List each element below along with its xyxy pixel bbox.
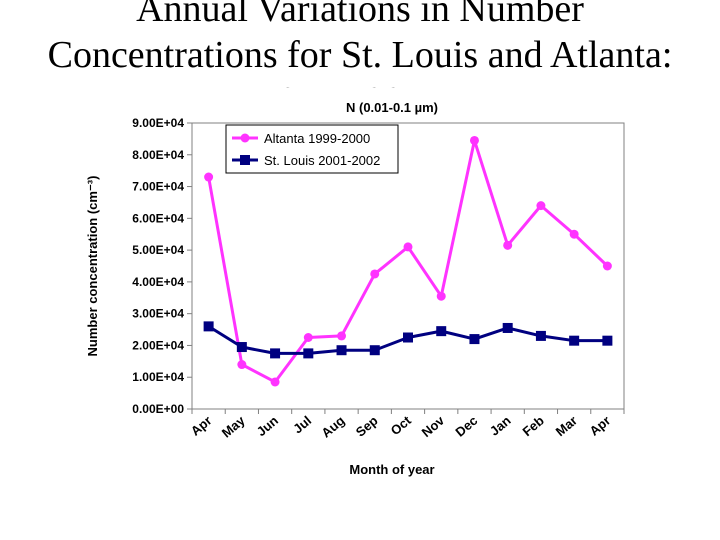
plot-area (191, 122, 625, 410)
chart: N (0.01-0.1 µm) Month of year Number con… (80, 88, 652, 484)
legend-label: St. Louis 2001-2002 (264, 153, 380, 168)
data-point (569, 335, 580, 346)
legend-marker (240, 155, 250, 165)
data-point (369, 345, 380, 356)
slide-title-line-2: Concentrations for St. Louis and Atlanta… (47, 34, 673, 76)
data-point (535, 330, 546, 341)
data-point (237, 360, 247, 370)
data-point (436, 291, 446, 301)
data-point (336, 345, 347, 356)
y-tick-label: 9.00E+04 (132, 116, 184, 130)
legend-marker (240, 133, 250, 143)
legend-label: Altanta 1999-2000 (264, 131, 370, 146)
y-tick-label: 7.00E+04 (132, 180, 184, 194)
data-point (270, 377, 280, 387)
data-point (469, 135, 479, 145)
y-tick-label: 5.00E+04 (132, 243, 184, 257)
y-tick-label: 1.00E+04 (132, 370, 184, 384)
y-tick-label: 8.00E+04 (132, 148, 184, 162)
y-tick-label: 6.00E+04 (132, 211, 184, 225)
y-tick-label: 3.00E+04 (132, 307, 184, 321)
data-point (502, 322, 513, 333)
y-tick-label: 0.00E+00 (132, 402, 184, 416)
data-point (602, 261, 612, 271)
y-axis: 0.00E+00 1.00E+04 2.00E+04 3.00E+04 4.00E+04… (132, 116, 192, 416)
y-tick-label: 2.00E+04 (132, 338, 184, 352)
data-point (303, 333, 313, 342)
series-layer (203, 135, 613, 387)
data-point (436, 326, 447, 337)
data-point (469, 334, 480, 345)
data-point (569, 229, 579, 239)
data-point (303, 348, 314, 359)
data-point (403, 242, 413, 252)
data-point (403, 332, 413, 343)
data-point (270, 348, 281, 359)
data-point (602, 335, 613, 346)
data-point (370, 269, 380, 279)
x-axis-label: Month of year (349, 462, 434, 477)
slide-title-line-1: Annual Variations in Number (136, 0, 584, 30)
data-point (503, 240, 513, 250)
chart-title: N (0.01-0.1 µm) (346, 100, 438, 115)
data-point (536, 201, 546, 211)
y-tick-label: 4.00E+04 (132, 275, 184, 289)
legend: Altanta 1999-2000 St. Louis 2001-2002 (225, 124, 399, 174)
data-point (203, 321, 214, 332)
data-point (337, 331, 347, 341)
y-axis-label: Number concentration (cm⁻³) (85, 176, 100, 357)
legend-box (225, 124, 399, 174)
data-point (236, 342, 247, 353)
data-point (204, 172, 214, 182)
